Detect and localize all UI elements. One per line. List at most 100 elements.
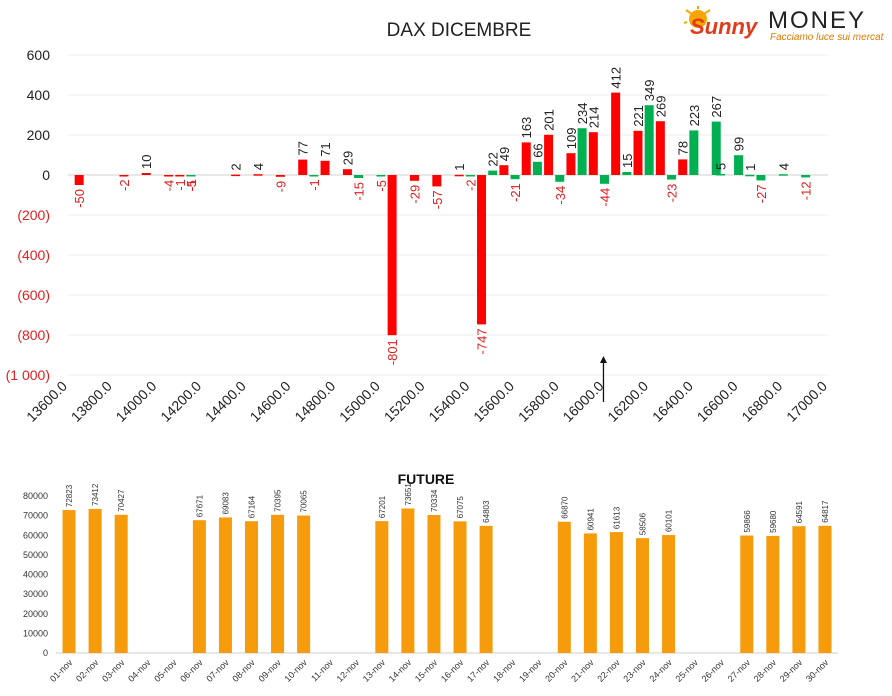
bar-put	[588, 132, 598, 175]
x-tick-label: 29-nov	[778, 657, 805, 684]
bar-put	[164, 175, 174, 177]
data-label: 4	[776, 163, 791, 170]
x-tick-label: 17000.0	[783, 378, 830, 425]
bar-call	[532, 161, 542, 175]
bar-call	[599, 175, 609, 184]
data-label: 267	[709, 96, 724, 118]
y-tick-label: (800)	[17, 327, 50, 343]
x-tick-label: 28-nov	[752, 657, 779, 684]
x-tick-label: 14600.0	[247, 378, 294, 425]
bar-put	[611, 92, 621, 175]
bar-call	[488, 170, 498, 175]
data-label: 201	[542, 109, 557, 131]
data-label: 67671	[195, 494, 204, 517]
x-tick-label: 15-nov	[413, 657, 440, 684]
data-label: 4	[251, 163, 266, 170]
data-label: -1	[173, 179, 188, 191]
data-label: 77	[296, 141, 311, 155]
bar-put	[320, 160, 330, 175]
bar-future	[218, 517, 232, 653]
chart-data-labels: 72823 73412 70427 67671 69083 67164 70395 70065…	[65, 483, 830, 536]
data-label: 99	[732, 137, 747, 151]
x-tick-label: 04-nov	[126, 657, 153, 684]
chart-title: DAX DICEMBRE	[387, 20, 532, 41]
bar-call	[577, 128, 587, 175]
y-tick-label: (200)	[17, 207, 50, 223]
x-tick-label: 27-nov	[726, 657, 753, 684]
bar-call	[734, 155, 744, 175]
bar-future	[662, 535, 676, 653]
bar-call	[510, 175, 520, 180]
bar-call	[644, 105, 654, 175]
y-tick-label: 20000	[23, 609, 48, 619]
x-tick-label: 19-nov	[517, 657, 544, 684]
x-tick-label: 12-nov	[335, 657, 362, 684]
data-label: 163	[519, 117, 534, 139]
x-tick-label: 03-nov	[100, 657, 127, 684]
x-tick-label: 20-nov	[543, 657, 570, 684]
data-label: 78	[676, 141, 691, 155]
x-tick-label: 10-nov	[283, 657, 310, 684]
x-tick-label: 21-nov	[569, 657, 596, 684]
data-label: 67075	[456, 496, 465, 519]
x-tick-label: 23-nov	[621, 657, 648, 684]
bar-future	[427, 514, 441, 653]
data-label: -21	[508, 183, 523, 202]
y-tick-label: (600)	[17, 287, 50, 303]
x-tick-label: 15400.0	[425, 378, 472, 425]
data-label: 412	[609, 67, 624, 89]
y-tick-label: 40000	[23, 570, 48, 580]
data-label: 223	[687, 105, 702, 127]
x-tick-label: 07-nov	[204, 657, 231, 684]
data-label: -5	[374, 180, 389, 192]
bar-put	[175, 175, 185, 177]
bar-call	[801, 175, 811, 178]
x-axis: 13600.013800.014000.014200.014400.014600…	[23, 378, 830, 425]
data-label: 69083	[221, 492, 230, 515]
x-tick-label: 02-nov	[74, 657, 101, 684]
bar-future	[297, 515, 311, 653]
bar-put	[231, 174, 241, 177]
x-tick-label: 26-nov	[700, 657, 727, 684]
y-tick-label: 600	[27, 47, 51, 63]
bar-future	[88, 508, 102, 653]
data-label: 269	[653, 95, 668, 117]
x-tick-label: 30-nov	[804, 657, 831, 684]
x-tick-label: 17-nov	[465, 657, 492, 684]
x-tick-label: 14200.0	[157, 378, 204, 425]
x-tick-label: 16000.0	[559, 378, 606, 425]
bar-put	[477, 175, 487, 325]
data-label: 1	[743, 164, 758, 171]
bar-future	[114, 514, 128, 653]
x-tick-label: 16-nov	[439, 657, 466, 684]
bar-put	[566, 153, 576, 175]
y-axis: 600 400 200 0 (200) (400) (600) (800) (1 000)	[6, 47, 51, 383]
sunny-money-logo: Sunny MONEY Facciamo luce sui mercati	[683, 4, 886, 44]
bar-call	[555, 175, 565, 182]
x-tick-label: 14400.0	[202, 378, 249, 425]
y-tick-label: 0	[42, 167, 50, 183]
x-tick-label: 14000.0	[112, 378, 159, 425]
x-tick-label: 13-nov	[361, 657, 388, 684]
data-label: -801	[385, 339, 400, 365]
x-tick-label: 15000.0	[336, 378, 383, 425]
logo-text-sunny: Sunny	[690, 14, 759, 39]
bar-put	[387, 175, 397, 336]
bar-future	[401, 508, 415, 653]
y-tick-label: 70000	[23, 511, 48, 521]
bar-put	[544, 134, 554, 175]
bar-future	[609, 532, 623, 653]
chart-bars	[74, 92, 811, 336]
bar-future	[740, 535, 754, 653]
data-label: 109	[564, 127, 579, 149]
bar-call	[186, 175, 196, 177]
bar-future	[62, 510, 76, 653]
logo-tagline: Facciamo luce sui mercati	[770, 32, 884, 43]
data-label: 49	[497, 147, 512, 161]
data-label: 59680	[769, 510, 778, 533]
bar-future	[271, 514, 285, 653]
data-label: 221	[631, 105, 646, 127]
price-marker-arrow	[599, 356, 607, 402]
data-label: 15	[620, 154, 635, 168]
